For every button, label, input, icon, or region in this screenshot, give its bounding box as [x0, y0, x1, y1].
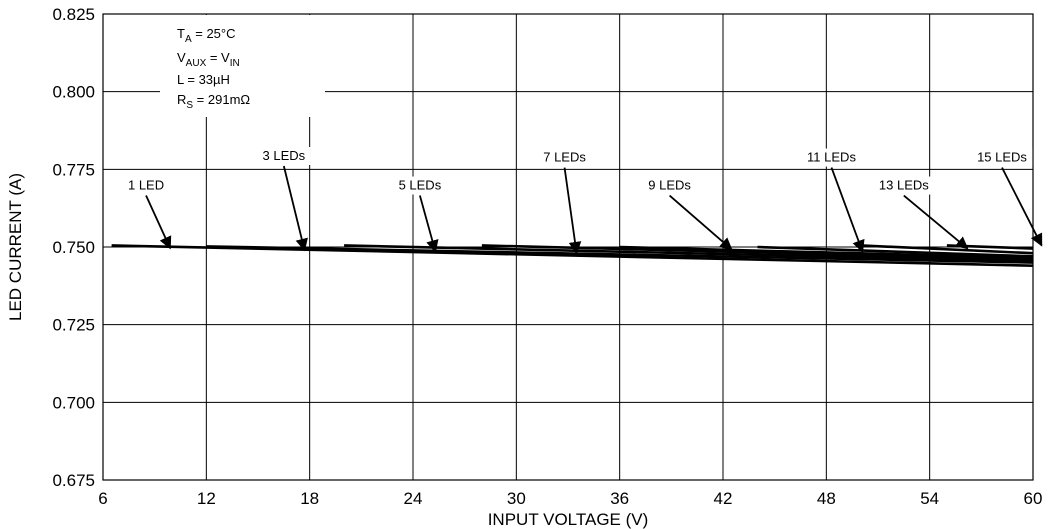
y-tick-label: 0.675: [52, 471, 95, 490]
x-tick-label: 18: [300, 489, 319, 508]
series-annotations: 1 LED 3 LEDs 5 LEDs 7 LEDs 9 LEDs 11 LEDs 13 L…: [123, 147, 1043, 255]
series-line: [619, 245, 1034, 260]
series-label: 11 LEDs: [807, 150, 856, 165]
series-line: [344, 244, 1034, 263]
x-tick-label: 36: [610, 489, 629, 508]
series-label: 5 LEDs: [399, 178, 442, 193]
y-tick-label: 0.750: [52, 238, 95, 257]
series-label-bg: [643, 176, 697, 195]
series-label-bg: [873, 176, 935, 195]
series-arrow: [563, 167, 582, 255]
condition-ambient-temp: TA = 25°C: [177, 26, 236, 45]
tick-labels: 6 12 18 24 30 36 42 48 54 60 0.675 0.700 0.725 0.750 0…: [52, 5, 1042, 508]
x-axis-title: INPUT VOLTAGE (V): [488, 510, 649, 529]
test-conditions-box: TA = 25°C VAUX = VIN L = 33µH RS = 291mΩ: [160, 15, 325, 117]
series-arrow: [830, 167, 865, 253]
x-tick-label: 42: [714, 489, 733, 508]
series-arrow: [145, 195, 172, 250]
data-series: [111, 244, 1034, 267]
x-tick-label: 6: [98, 489, 107, 508]
series-label: 9 LEDs: [648, 178, 691, 193]
series-arrow: [1001, 167, 1043, 247]
series-label-bg: [801, 148, 862, 167]
series-label-bg: [971, 148, 1033, 167]
y-tick-label: 0.725: [52, 316, 95, 335]
series-arrow: [419, 195, 439, 253]
series-label-bg: [257, 147, 311, 166]
plot-frame: [102, 13, 1034, 481]
condition-sense-resistor: RS = 291mΩ: [177, 92, 250, 111]
series-line: [757, 245, 1034, 258]
series-line: [860, 244, 1034, 255]
y-tick-label: 0.800: [52, 83, 95, 102]
x-tick-label: 24: [404, 489, 423, 508]
series-line: [946, 244, 1034, 250]
y-axis-title: LED CURRENT (A): [6, 173, 25, 321]
series-label-bg: [537, 148, 592, 167]
series-label: 1 LED: [128, 178, 164, 193]
series-label-bg: [123, 176, 170, 195]
series-arrow: [903, 194, 969, 250]
x-tick-label: 30: [507, 489, 526, 508]
condition-vaux: VAUX = VIN: [177, 50, 240, 69]
series-label: 7 LEDs: [543, 150, 586, 165]
series-line: [206, 245, 1034, 264]
series-arrow: [282, 165, 308, 252]
y-tick-label: 0.700: [52, 393, 95, 412]
x-tick-label: 48: [817, 489, 836, 508]
series-label: 13 LEDs: [879, 178, 929, 193]
conditions-bg: [160, 15, 325, 117]
y-tick-label: 0.825: [52, 5, 95, 24]
condition-inductance: L = 33µH: [177, 72, 230, 87]
series-label: 3 LEDs: [263, 148, 306, 163]
series-arrow: [669, 194, 733, 251]
x-tick-label: 12: [197, 489, 216, 508]
series-label: 15 LEDs: [977, 150, 1027, 165]
series-label-bg: [393, 176, 447, 195]
x-tick-label: 54: [920, 489, 939, 508]
x-tick-label: 60: [1024, 489, 1043, 508]
y-tick-label: 0.775: [52, 160, 95, 179]
